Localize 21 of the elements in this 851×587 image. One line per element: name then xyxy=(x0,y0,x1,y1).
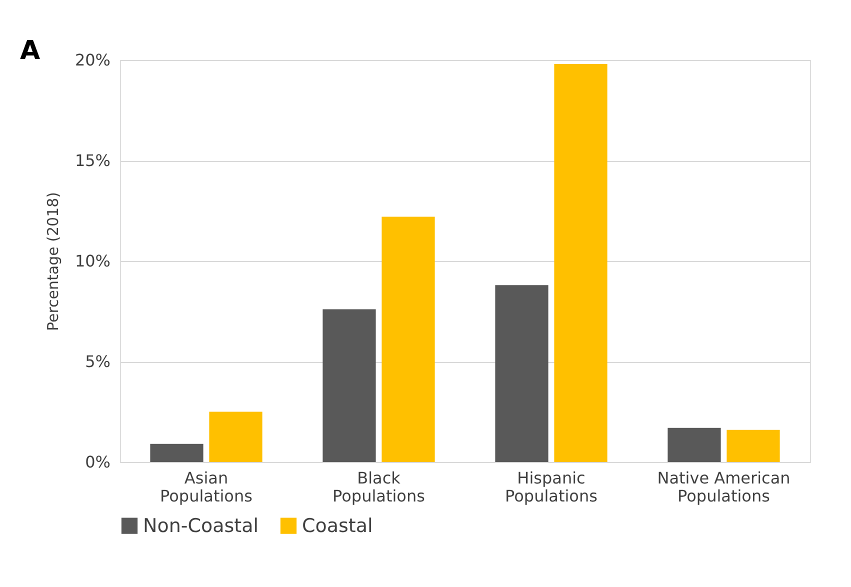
bar xyxy=(726,430,780,462)
y-tick-label: 15% xyxy=(74,151,110,170)
x-tick-label: Native American Populations xyxy=(657,468,790,506)
bar xyxy=(150,444,204,462)
bar xyxy=(382,216,435,462)
bar xyxy=(495,285,548,462)
bar xyxy=(322,309,376,462)
bar xyxy=(209,412,262,462)
y-tick-label: 20% xyxy=(74,50,110,70)
x-tick-label: Hispanic Populations xyxy=(505,468,598,506)
y-axis-title: Percentage (2018) xyxy=(44,192,62,332)
legend-label: Non-Coastal xyxy=(143,514,259,537)
legend-label: Coastal xyxy=(302,514,373,537)
x-tick-label: Black Populations xyxy=(332,468,425,506)
bar xyxy=(554,64,608,462)
x-tick-label: Asian Populations xyxy=(160,468,252,506)
bar xyxy=(668,428,721,462)
text: A xyxy=(20,36,40,66)
y-tick-label: 0% xyxy=(85,452,110,472)
y-tick-label: 5% xyxy=(85,352,110,371)
y-tick-label: 10% xyxy=(74,252,110,270)
